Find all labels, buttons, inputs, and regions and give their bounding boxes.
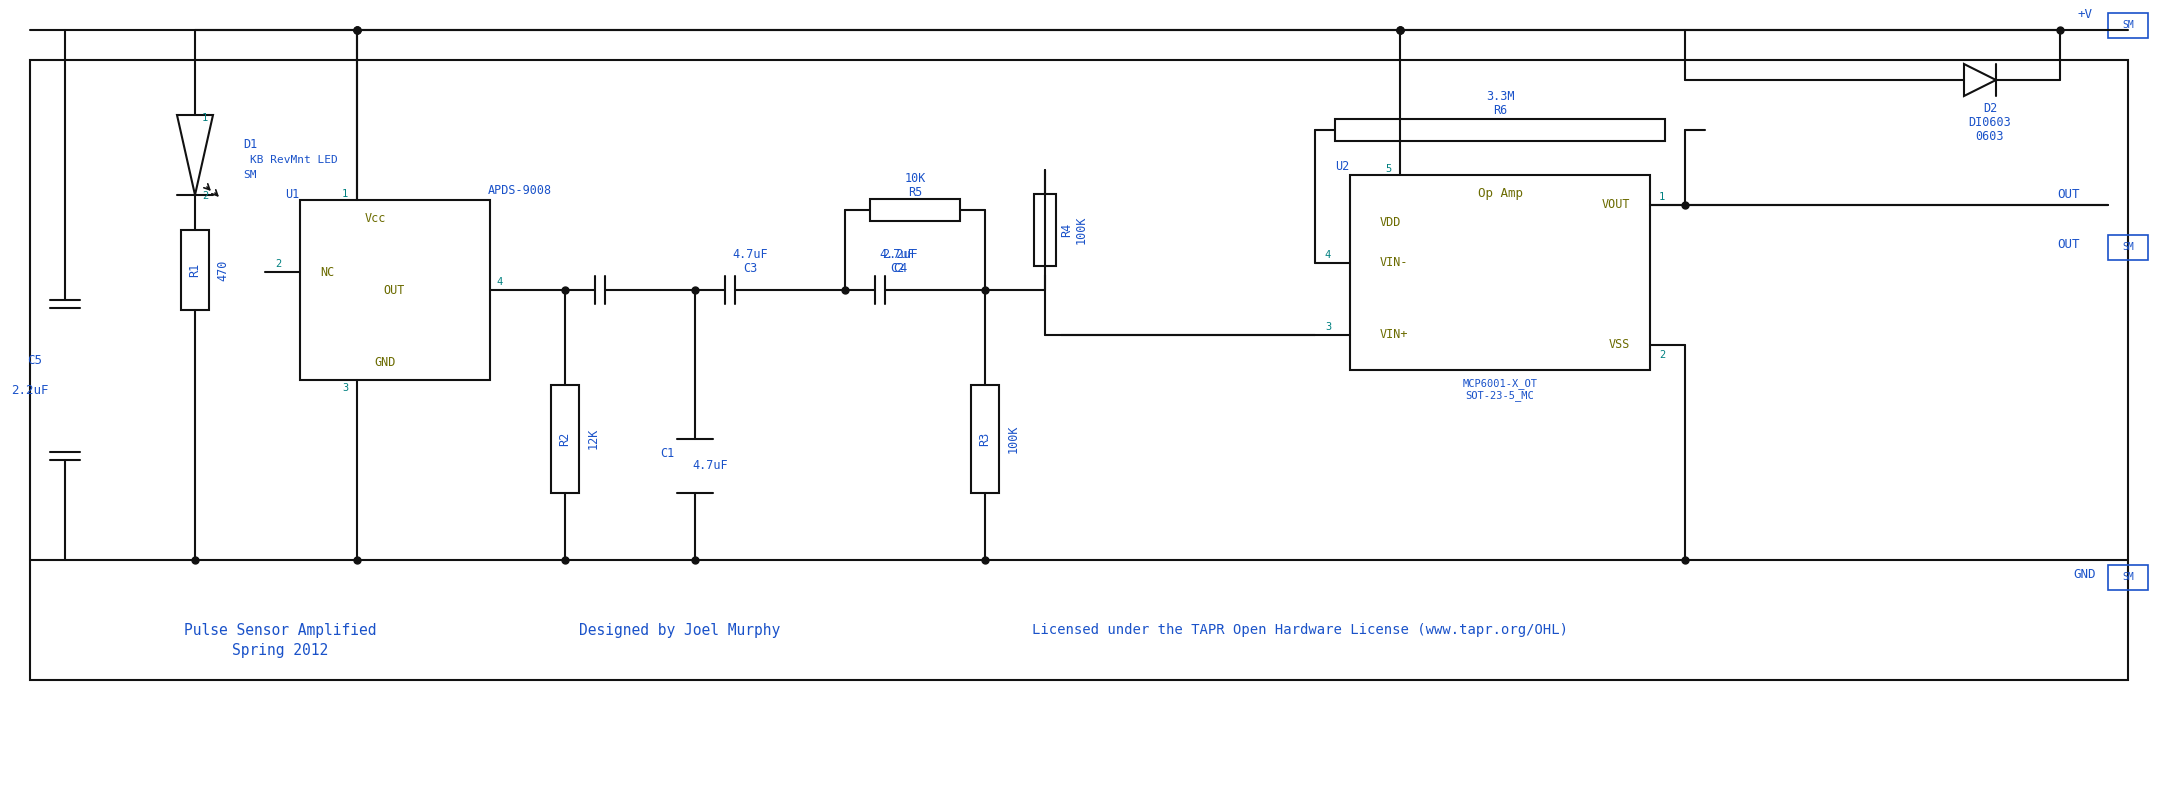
Text: 2: 2 bbox=[1660, 350, 1666, 360]
Text: 2: 2 bbox=[203, 191, 207, 201]
Text: 4: 4 bbox=[1325, 250, 1331, 259]
Text: R3: R3 bbox=[978, 431, 991, 446]
Text: NC: NC bbox=[319, 266, 334, 278]
Text: 10K: 10K bbox=[904, 171, 926, 185]
Text: R4: R4 bbox=[1060, 223, 1073, 237]
Text: 4: 4 bbox=[496, 277, 503, 287]
Text: R6: R6 bbox=[1493, 103, 1506, 117]
Text: OUT: OUT bbox=[384, 283, 406, 297]
Bar bbox=[1336, 119, 1666, 141]
Bar bbox=[1034, 194, 1055, 266]
Text: Pulse Sensor Amplified: Pulse Sensor Amplified bbox=[183, 622, 375, 638]
Bar bbox=[870, 199, 960, 221]
Text: 2.2uF: 2.2uF bbox=[11, 383, 50, 397]
Text: KB RevMnt LED: KB RevMnt LED bbox=[250, 155, 339, 165]
Bar bbox=[2108, 235, 2147, 260]
Text: 1: 1 bbox=[1660, 192, 1666, 202]
Text: 0603: 0603 bbox=[1977, 130, 2005, 142]
Bar bbox=[550, 385, 578, 493]
Text: 3.3M: 3.3M bbox=[1485, 90, 1515, 102]
Text: 2: 2 bbox=[274, 259, 281, 269]
Text: 100K: 100K bbox=[1075, 216, 1088, 244]
Text: C1: C1 bbox=[660, 447, 673, 460]
Bar bbox=[300, 200, 490, 380]
Text: U2: U2 bbox=[1336, 161, 1349, 174]
Text: Licensed under the TAPR Open Hardware License (www.tapr.org/OHL): Licensed under the TAPR Open Hardware Li… bbox=[1032, 623, 1569, 637]
Text: 1: 1 bbox=[203, 113, 207, 123]
Text: Vcc: Vcc bbox=[365, 211, 386, 225]
Text: OUT: OUT bbox=[2057, 238, 2080, 251]
Text: D1: D1 bbox=[244, 138, 257, 151]
Text: 5: 5 bbox=[1385, 164, 1392, 174]
Text: D2: D2 bbox=[1983, 102, 1996, 114]
Text: 4.7uF: 4.7uF bbox=[693, 459, 727, 472]
Text: R2: R2 bbox=[559, 431, 572, 446]
Text: 4.7uF: 4.7uF bbox=[732, 247, 768, 261]
Bar bbox=[30, 60, 2128, 680]
Bar bbox=[2108, 13, 2147, 38]
Bar bbox=[1351, 175, 1651, 370]
Text: 12K: 12K bbox=[587, 428, 600, 449]
Text: VIN+: VIN+ bbox=[1379, 329, 1409, 342]
Bar bbox=[971, 385, 999, 493]
Text: SM: SM bbox=[2121, 572, 2134, 582]
Text: +V: +V bbox=[2078, 9, 2093, 22]
Text: C4: C4 bbox=[893, 262, 906, 274]
Text: Op Amp: Op Amp bbox=[1478, 186, 1524, 199]
Text: GND: GND bbox=[373, 355, 395, 369]
Text: MCP6001-X_OT: MCP6001-X_OT bbox=[1463, 378, 1536, 390]
Text: SM: SM bbox=[2121, 20, 2134, 30]
Text: SM: SM bbox=[244, 170, 257, 180]
Text: U1: U1 bbox=[285, 187, 300, 201]
Text: 3: 3 bbox=[341, 383, 347, 393]
Text: 2.2uF: 2.2uF bbox=[883, 247, 917, 261]
Text: APDS-9008: APDS-9008 bbox=[488, 183, 552, 197]
Text: 3: 3 bbox=[1325, 322, 1331, 332]
Text: 470: 470 bbox=[216, 259, 229, 281]
Text: DI0603: DI0603 bbox=[1968, 115, 2011, 129]
Text: SM: SM bbox=[2121, 242, 2134, 252]
Text: Designed by Joel Murphy: Designed by Joel Murphy bbox=[578, 622, 781, 638]
Bar bbox=[2108, 565, 2147, 590]
Text: VSS: VSS bbox=[1608, 338, 1629, 351]
Text: R1: R1 bbox=[188, 263, 201, 277]
Text: R5: R5 bbox=[909, 186, 921, 198]
Text: C2: C2 bbox=[889, 262, 904, 274]
Text: 1: 1 bbox=[341, 189, 347, 199]
Text: GND: GND bbox=[2074, 569, 2095, 582]
Text: SOT-23-5_MC: SOT-23-5_MC bbox=[1465, 390, 1534, 402]
Text: C3: C3 bbox=[742, 262, 757, 274]
Text: Spring 2012: Spring 2012 bbox=[231, 642, 328, 658]
Text: 100K: 100K bbox=[1006, 424, 1019, 453]
Text: C5: C5 bbox=[28, 354, 43, 366]
Bar bbox=[181, 230, 209, 310]
Text: VDD: VDD bbox=[1379, 217, 1401, 230]
Text: VOUT: VOUT bbox=[1601, 198, 1629, 211]
Text: 4.7uF: 4.7uF bbox=[878, 247, 915, 261]
Text: VIN-: VIN- bbox=[1379, 256, 1409, 269]
Text: OUT: OUT bbox=[2057, 189, 2080, 202]
